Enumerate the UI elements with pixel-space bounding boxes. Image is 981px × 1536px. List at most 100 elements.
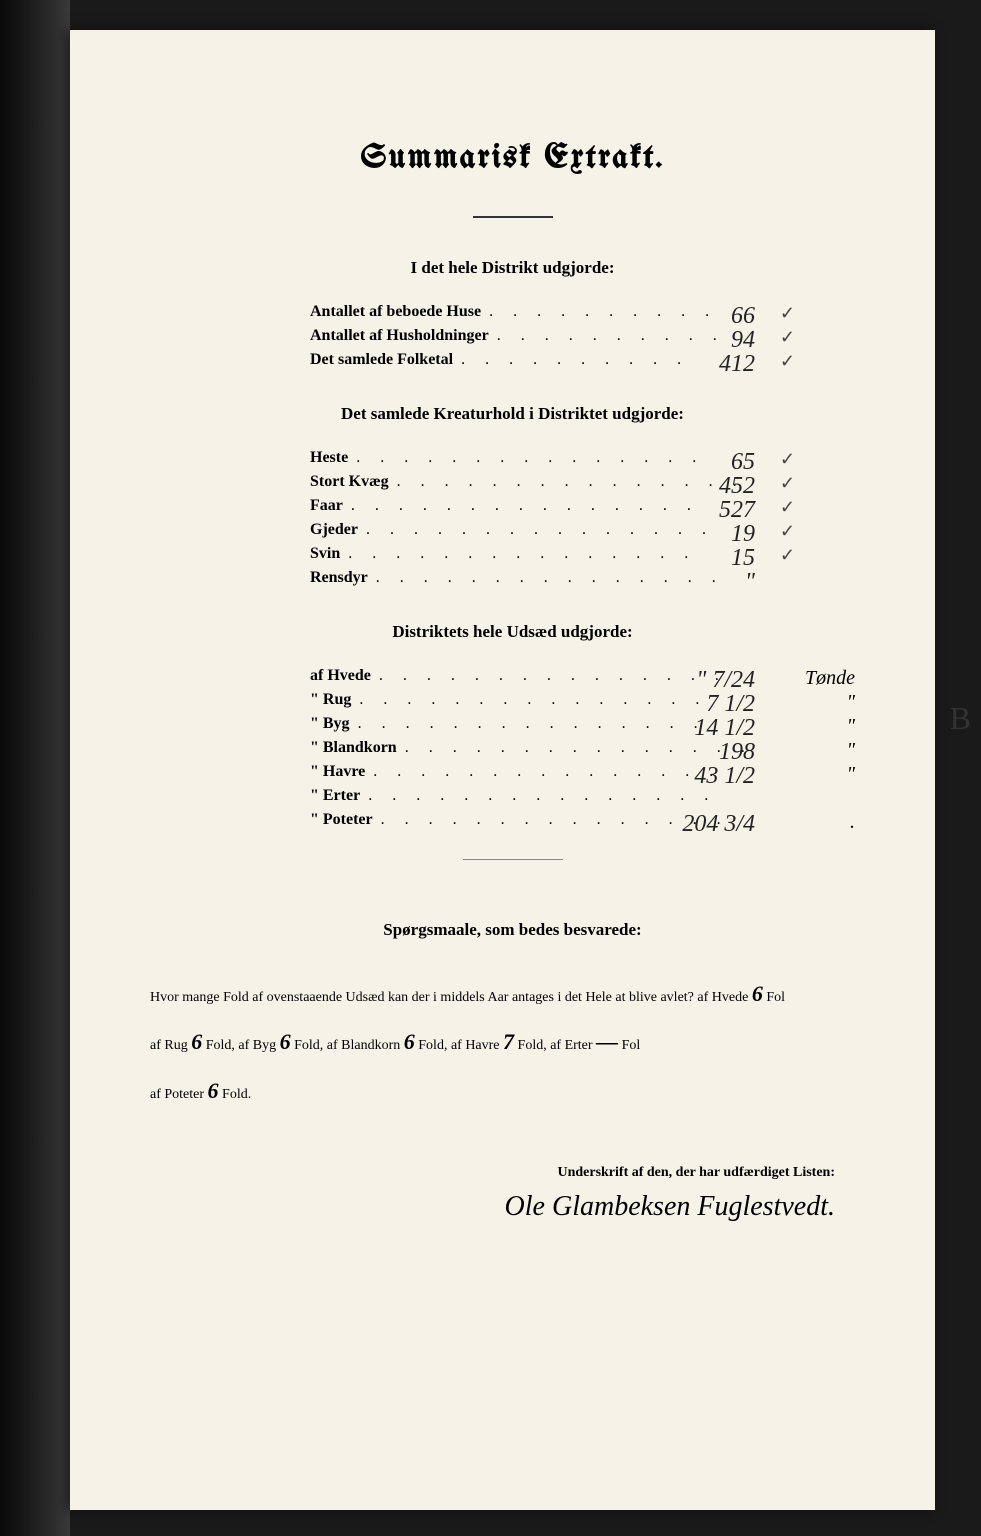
row-value: 66 (731, 303, 755, 330)
row-label: Antallet af Husholdninger (310, 327, 489, 345)
check-mark-icon: ✓ (780, 303, 795, 324)
data-row: Rensdyr. . . . . . . . . . . . . . ." (310, 569, 895, 587)
row-label: Faar (310, 497, 343, 515)
data-row: " Blandkorn . . . . . . . . . . . . . . .… (310, 739, 895, 757)
row-unit: " (847, 763, 855, 786)
data-row: Svin. . . . . . . . . . . . . . .15✓ (310, 545, 895, 563)
q-text: Fold. (222, 1087, 251, 1102)
document-page: Summarisk Extrakt. I det hele Distrikt u… (70, 30, 935, 1510)
margin-annotation: B (950, 700, 971, 737)
row-label: " Rug (310, 691, 351, 709)
data-row: " Poteter. . . . . . . . . . . . . . .20… (310, 811, 895, 829)
row-value: 198 (719, 739, 755, 766)
leader-dots: . . . . . . . . . . . . . . . (366, 521, 714, 539)
q-blandkorn: 6 (404, 1029, 415, 1054)
row-label: Svin (310, 545, 340, 563)
row-value: 43 1/2 (694, 763, 755, 790)
row-unit: " (847, 715, 855, 738)
leader-dots: . . . . . . . . . . . . . . . (405, 739, 753, 757)
q-text: Fold, af Blandkorn (294, 1038, 404, 1053)
row-value: 15 (731, 545, 755, 572)
check-mark-icon: ✓ (780, 449, 795, 470)
leader-dots: . . . . . . . . . . . . . . . (356, 449, 704, 467)
check-mark-icon: ✓ (780, 327, 795, 348)
check-mark-icon: ✓ (780, 351, 795, 372)
check-mark-icon: ✓ (780, 545, 795, 566)
leader-dots: . . . . . . . . . . . . . . . (351, 497, 699, 515)
questions-body: Hvor mange Fold af ovenstaaende Udsæd ka… (150, 970, 875, 1115)
row-value: 527 (719, 497, 755, 524)
row-label: " Blandkorn (310, 739, 397, 757)
data-row: Gjeder. . . . . . . . . . . . . . .19✓ (310, 521, 895, 539)
data-row: " Erter. . . . . . . . . . . . . . . (310, 787, 895, 805)
leader-dots: . . . . . . . . . . (489, 303, 717, 321)
row-unit: " (847, 739, 855, 762)
row-unit: Tønde (805, 667, 855, 690)
q-text: Hvor mange Fold af ovenstaaende Udsæd ka… (150, 990, 752, 1005)
q-text: af Rug (150, 1038, 191, 1053)
row-label: " Byg (310, 715, 350, 733)
data-row: af Hvede. . . . . . . . . . . . . . ." 7… (310, 667, 895, 685)
row-value: 14 1/2 (694, 715, 755, 742)
q-hvede: 6 (752, 981, 763, 1006)
section2-rows: Heste. . . . . . . . . . . . . . .65✓Sto… (130, 449, 895, 587)
section-divider (463, 859, 563, 860)
row-value: 65 (731, 449, 755, 476)
q-text: af Poteter (150, 1087, 208, 1102)
leader-dots: . . . . . . . . . . . . . . . (397, 473, 745, 491)
row-value: 7 1/2 (706, 691, 755, 718)
q-text: Fold, af Byg (206, 1038, 280, 1053)
q-byg: 6 (280, 1029, 291, 1054)
q-text: Fol (622, 1038, 641, 1053)
right-edge (935, 0, 981, 1536)
leader-dots: . . . . . . . . . . . . . . . (376, 569, 724, 587)
signature-label: Underskrift af den, der har udfærdiget L… (130, 1165, 835, 1181)
row-label: Det samlede Folketal (310, 351, 453, 369)
leader-dots: . . . . . . . . . . . . . . . (358, 715, 706, 733)
row-label: Gjeder (310, 521, 358, 539)
page-title: Summarisk Extrakt. (130, 140, 895, 176)
leader-dots: . . . . . . . . . . (497, 327, 725, 345)
q-erter: — (596, 1029, 618, 1054)
data-row: " Havre. . . . . . . . . . . . . . .43 1… (310, 763, 895, 781)
row-unit: . (850, 811, 855, 834)
data-row: Antallet af Husholdninger . . . . . . . .… (310, 327, 895, 345)
section3-heading: Distriktets hele Udsæd udgjorde: (130, 622, 895, 642)
row-unit: " (847, 691, 855, 714)
leader-dots: . . . . . . . . . . . . . . . (359, 691, 707, 709)
row-value: " (745, 569, 755, 596)
data-row: Stort Kvæg. . . . . . . . . . . . . . .4… (310, 473, 895, 491)
questions-heading: Spørgsmaale, som bedes besvarede: (130, 920, 895, 940)
row-label: Heste (310, 449, 348, 467)
signature-name: Ole Glambeksen Fuglestvedt. (130, 1191, 835, 1223)
check-mark-icon: ✓ (780, 497, 795, 518)
row-label: Antallet af beboede Huse (310, 303, 481, 321)
section3-rows: af Hvede . . . . . . . . . . . . . . . " 7… (130, 667, 895, 829)
row-label: " Poteter (310, 811, 373, 829)
row-label: af Hvede (310, 667, 371, 685)
leader-dots: . . . . . . . . . . . . . . . (348, 545, 696, 563)
leader-dots: . . . . . . . . . . . . . . . (379, 667, 727, 685)
q-havre: 7 (503, 1029, 514, 1054)
section2-heading: Det samlede Kreaturhold i Distriktet udg… (130, 404, 895, 424)
row-label: Stort Kvæg (310, 473, 389, 491)
section1-heading: I det hele Distrikt udgjorde: (130, 258, 895, 278)
row-value: 204 3/4 (682, 811, 755, 838)
book-spine (0, 0, 70, 1536)
leader-dots: . . . . . . . . . . . . . . . (381, 811, 729, 829)
q-text: Fold, af Erter (518, 1038, 597, 1053)
q-poteter: 6 (208, 1078, 219, 1103)
check-mark-icon: ✓ (780, 521, 795, 542)
row-label: " Havre (310, 763, 365, 781)
data-row: Det samlede Folketal. . . . . . . . . .4… (310, 351, 895, 369)
row-label: Rensdyr (310, 569, 368, 587)
section1-rows: Antallet af beboede Huse . . . . . . . . … (130, 303, 895, 369)
row-label: " Erter (310, 787, 360, 805)
data-row: " Byg. . . . . . . . . . . . . . .14 1/2… (310, 715, 895, 733)
data-row: Heste. . . . . . . . . . . . . . .65✓ (310, 449, 895, 467)
row-value: 19 (731, 521, 755, 548)
data-row: " Rug. . . . . . . . . . . . . . .7 1/2" (310, 691, 895, 709)
q-text: Fol (766, 990, 785, 1005)
leader-dots: . . . . . . . . . . . . . . . (373, 763, 721, 781)
row-value: 94 (731, 327, 755, 354)
